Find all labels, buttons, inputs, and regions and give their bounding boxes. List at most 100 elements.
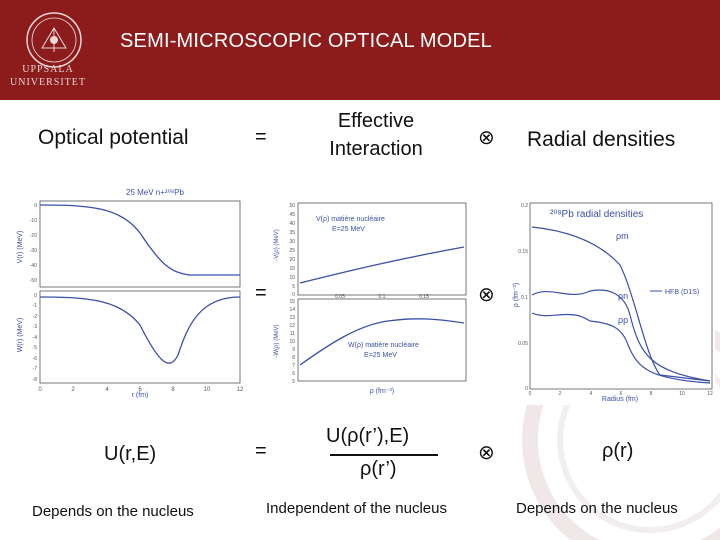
plot-left-ytick: -8 (33, 377, 38, 383)
plot-right-xtick: 8 (650, 391, 653, 397)
note-right: Depends on the nucleus (516, 500, 678, 517)
plot-right-ytick: 0.05 (518, 341, 528, 347)
plot-left-xtick: 0 (38, 387, 42, 393)
otimes-symbol-3: ⊗ (478, 442, 495, 464)
plot-middle-ytick: 45 (289, 212, 295, 218)
plot-left-xtick: 4 (105, 387, 109, 393)
plot-right-legend: HFB (D1S) (665, 289, 699, 296)
otimes-symbol-2: ⊗ (478, 284, 495, 306)
plot-left-ytick: -4 (33, 335, 38, 341)
plot-left-xtick: 8 (171, 387, 175, 393)
plot-right-xtick: 10 (679, 391, 685, 397)
plot-right-xtick: 2 (559, 391, 562, 397)
plot-middle-ytick: 8 (292, 355, 295, 361)
plot-left-ytick: -10 (30, 218, 37, 224)
plot-left-ytick: -3 (33, 324, 38, 330)
plot-right-ylabel: ρ (fm⁻³) (513, 283, 520, 307)
plot-left-imag-curve (39, 296, 241, 364)
university-seal-icon (26, 12, 82, 68)
u-r-e-label: U(r,E) (104, 443, 157, 465)
plot-left-title: 25 MeV n+²⁰⁸Pb (126, 188, 184, 197)
plot-middle-bottom-annotation-2: E=25 MeV (364, 352, 397, 359)
plot-middle-xlabel: ρ (fm⁻³) (370, 388, 394, 395)
plot-middle-ytick: 20 (289, 257, 295, 263)
fraction-bar (330, 454, 438, 456)
effective-interaction-plot: V(ρ) matière nucléaire E=25 MeV -V(ρ) (M… (268, 195, 470, 395)
plot-middle-imag-curve (299, 318, 465, 366)
plot-left-ytick: 0 (34, 293, 37, 299)
plot-left-ytick: -2 (33, 314, 38, 320)
plot-left-ytick: -20 (30, 233, 37, 239)
plot-right-xtick: 12 (707, 391, 713, 397)
plot-left-ytick: -1 (33, 303, 38, 309)
plot-middle-ytick: 5 (292, 379, 295, 385)
plot-right-rho-n-label: ρn (618, 291, 628, 301)
plot-middle-xticks: 0.05 0.1 0.15 (335, 294, 429, 300)
plot-right-xtick: 0 (529, 391, 532, 397)
plot-middle-ytick: 50 (289, 203, 295, 209)
plot-middle-ytick: 30 (289, 239, 295, 245)
otimes-symbol-1: ⊗ (478, 127, 495, 149)
plot-right-xtick: 6 (620, 391, 623, 397)
plot-right-xlabel: Radius (fm) (602, 396, 638, 403)
plot-middle-ytick: 10 (289, 275, 295, 281)
equals-sign-2: = (255, 282, 267, 304)
radial-densities-label: Radial densities (527, 128, 676, 151)
plot-middle-ytick: 13 (289, 315, 295, 321)
plot-middle-xtick: 0.1 (379, 294, 386, 300)
radial-densities-plot: ²⁰⁸Pb radial densities ρm ρn ρp HFB (D1S… (510, 195, 715, 405)
plot-left-xlabel: r (fm) (132, 392, 149, 399)
plot-right-title: ²⁰⁸Pb radial densities (550, 209, 643, 220)
plot-middle-ytick: 10 (289, 339, 295, 345)
plot-right-xticks: 0 2 4 6 8 10 12 (529, 391, 713, 397)
plot-left-ytick: -6 (33, 356, 38, 362)
plot-right-rho-n-curve (531, 289, 711, 382)
plot-left-bottom-yticks: 0 -1 -2 -3 -4 -5 -6 -7 -8 (33, 293, 38, 383)
plot-right-ytick: 0.2 (521, 203, 528, 209)
plot-middle-bottom-yticks: 15 14 13 12 11 10 9 8 7 6 5 (289, 299, 295, 385)
plot-middle-bottom-annotation-1: W(ρ) matière nucléaire (348, 342, 419, 349)
plot-left-ytick: -5 (33, 345, 38, 351)
plot-right-rho-m-curve (531, 226, 711, 382)
plot-middle-top-annotation-1: V(ρ) matière nucléaire (316, 216, 385, 223)
plot-left-xtick: 10 (204, 387, 211, 393)
plot-right-frame (529, 202, 713, 390)
note-left: Depends on the nucleus (32, 503, 194, 520)
header-bar: UPPSALA UNIVERSITET SEMI-MICROSCOPIC OPT… (0, 0, 720, 100)
plot-left-ytick: -7 (33, 366, 38, 372)
plot-left-ytick: -30 (30, 248, 37, 254)
plot-middle-ytick: 9 (292, 347, 295, 353)
plot-right-rho-m-label: ρm (616, 231, 629, 241)
plot-middle-top-ylabel: -V(ρ) (MeV) (274, 229, 280, 260)
plot-middle-top-yticks: 50 45 40 35 30 25 20 15 10 5 0 (289, 203, 295, 298)
plot-middle-ytick: 15 (289, 266, 295, 272)
plot-middle-xtick: 0.05 (335, 294, 345, 300)
optical-potential-label: Optical potential (38, 126, 189, 149)
plot-left-xtick: 12 (237, 387, 244, 393)
plot-middle-xtick: 0.15 (419, 294, 429, 300)
fraction-numerator: U(ρ(r’),E) (326, 425, 410, 447)
note-middle: Independent of the nucleus (266, 500, 447, 517)
plot-middle-ytick: 5 (292, 284, 295, 290)
plot-left-xticks: 0 2 4 6 8 10 12 (38, 387, 244, 393)
plot-right-ytick: 0.1 (521, 295, 528, 301)
plot-middle-ytick: 0 (292, 292, 295, 298)
plot-left-bottom-frame (39, 290, 241, 384)
plot-left-top-frame (39, 200, 241, 288)
effective-interaction-line1: Effective (337, 110, 415, 132)
plot-right-ytick: 0.15 (518, 249, 528, 255)
plot-left-xtick: 6 (138, 387, 142, 393)
plot-left-ytick: 0 (34, 203, 37, 209)
plot-right-yticks: 0.2 0.15 0.1 0.05 0 (518, 203, 528, 392)
equals-sign-1: = (255, 126, 267, 148)
plot-middle-ytick: 25 (289, 248, 295, 254)
plot-left-ytick: -40 (30, 263, 37, 269)
effective-interaction-line2: Interaction (329, 138, 423, 160)
plot-right-rho-p-curve (531, 312, 711, 384)
plot-right-xtick: 4 (590, 391, 593, 397)
plot-left-top-ylabel: V(r) (MeV) (17, 231, 24, 264)
plot-right-ytick: 0 (525, 386, 528, 392)
plot-middle-ytick: 35 (289, 230, 295, 236)
plot-left-xtick: 2 (71, 387, 75, 393)
fraction-denominator: ρ(r’) (360, 458, 397, 480)
